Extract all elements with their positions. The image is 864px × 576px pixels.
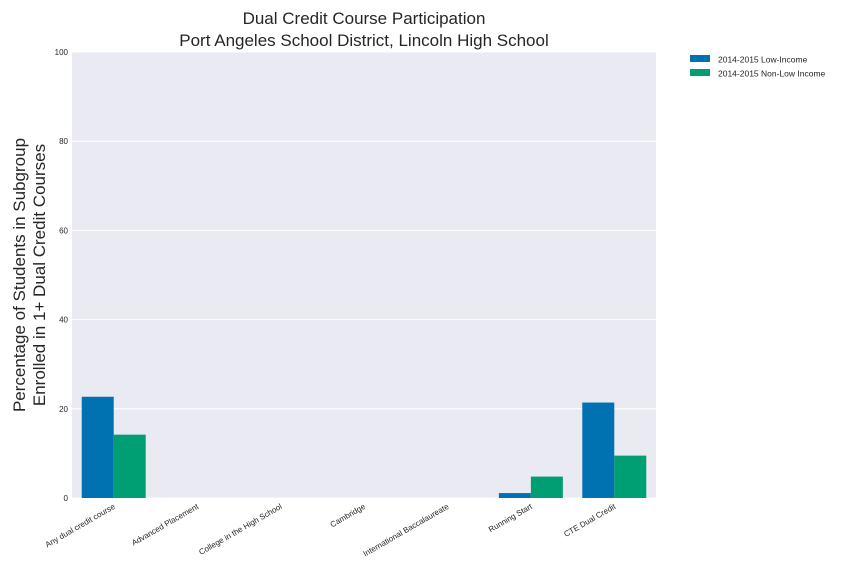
y-tick-label: 80 — [59, 137, 68, 146]
bar — [81, 396, 114, 498]
y-axis-label-line-2: Enrolled in 1+ Dual Credit Courses — [30, 144, 49, 406]
y-tick-label: 20 — [59, 405, 68, 414]
bar — [582, 402, 615, 498]
y-tick-label: 60 — [59, 226, 68, 235]
bar — [498, 493, 531, 498]
x-tick-label: Cambridge — [329, 502, 368, 530]
legend: 2014-2015 Low-Income 2014-2015 Non-Low I… — [690, 55, 826, 79]
bar — [113, 434, 146, 498]
chart-title-line-1: Dual Credit Course Participation — [243, 9, 486, 28]
plot-area — [72, 52, 656, 498]
bar — [614, 455, 647, 498]
x-tick-label: College in the High School — [197, 502, 283, 557]
y-axis-label-line-1: Percentage of Students in Subgroup — [10, 138, 29, 412]
bars — [81, 396, 647, 498]
x-tick-label: CTE Dual Credit — [562, 502, 618, 539]
y-tick-label: 40 — [59, 316, 68, 325]
legend-swatch-low-income — [690, 55, 710, 62]
x-ticks: Any dual credit course Advanced Placement… — [44, 502, 618, 559]
chart-title-line-2: Port Angeles School District, Lincoln Hi… — [179, 31, 548, 50]
bar — [530, 476, 563, 498]
legend-label-non-low-income: 2014-2015 Non-Low Income — [718, 69, 826, 79]
y-ticks: 0 20 40 60 80 100 — [55, 48, 69, 503]
x-tick-label: Any dual credit course — [44, 502, 118, 550]
y-tick-label: 0 — [64, 494, 69, 503]
y-tick-label: 100 — [55, 48, 69, 57]
x-tick-label: Advanced Placement — [130, 502, 201, 548]
x-tick-label: International Baccalaureate — [362, 502, 451, 559]
legend-swatch-non-low-income — [690, 69, 710, 76]
x-tick-label: Running Start — [487, 502, 535, 535]
legend-label-low-income: 2014-2015 Low-Income — [718, 55, 808, 65]
